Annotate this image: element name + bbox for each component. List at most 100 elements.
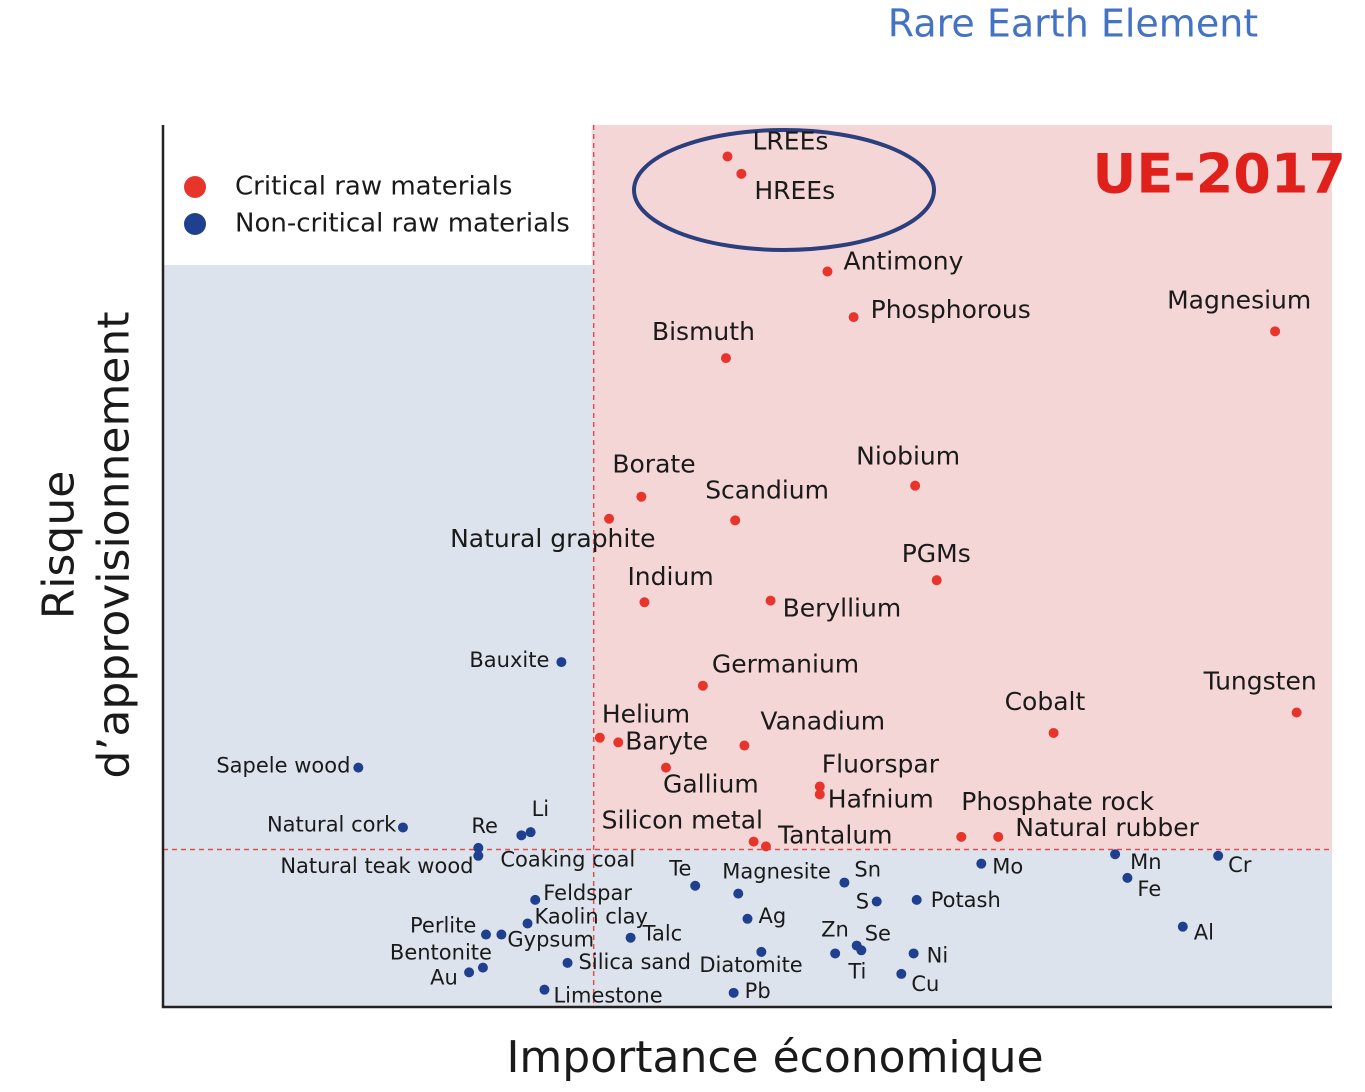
legend-marker xyxy=(184,213,206,235)
point-label: Kaolin clay xyxy=(535,905,648,929)
point xyxy=(856,945,867,956)
legend-label: Non-critical raw materials xyxy=(235,209,570,239)
point xyxy=(911,894,922,905)
y-axis-label: Risqued’approvisionnement xyxy=(34,311,140,778)
point xyxy=(756,946,767,957)
point xyxy=(720,353,731,364)
point-label: Al xyxy=(1194,921,1214,945)
point xyxy=(473,842,484,853)
point xyxy=(522,918,533,929)
point-label: Diatomite xyxy=(699,953,802,977)
point-label: Niobium xyxy=(856,442,960,471)
point xyxy=(481,929,492,940)
point xyxy=(760,841,771,852)
point-label: Limestone xyxy=(553,984,662,1008)
point-label: Germanium xyxy=(712,650,859,679)
point-label: LREEs xyxy=(753,127,829,156)
point-label: S xyxy=(856,889,869,913)
point-label: Tungsten xyxy=(1203,666,1317,695)
point xyxy=(594,732,605,743)
point-label: Silicon metal xyxy=(602,806,763,835)
point-label: Mn xyxy=(1130,850,1161,874)
point xyxy=(728,987,739,998)
point xyxy=(697,680,708,691)
point-label: Vanadium xyxy=(760,707,885,736)
point xyxy=(473,850,484,861)
point-label: Cr xyxy=(1228,853,1252,877)
annotation: Rare Earth Element xyxy=(888,2,1258,46)
point-label: Indium xyxy=(627,562,713,591)
point-label: Pb xyxy=(745,979,771,1003)
point-label: Te xyxy=(668,857,691,881)
point xyxy=(976,858,987,869)
point-label: Natural graphite xyxy=(450,524,655,553)
point-label: Au xyxy=(430,965,458,989)
point xyxy=(1270,326,1281,337)
legend-box xyxy=(163,125,592,265)
point-label: Magnesite xyxy=(722,860,830,884)
point xyxy=(690,880,701,891)
point-label: Scandium xyxy=(705,475,829,504)
point-label: Borate xyxy=(612,450,695,479)
point-label: Bentonite xyxy=(390,941,492,965)
point xyxy=(639,597,650,608)
point-label: Bismuth xyxy=(652,317,755,346)
point-label: Antimony xyxy=(843,246,963,275)
point-label: HREEs xyxy=(754,176,835,205)
point xyxy=(814,781,825,792)
point-label: Helium xyxy=(602,700,690,729)
point xyxy=(525,827,536,838)
point xyxy=(1213,850,1224,861)
point-label: Mo xyxy=(992,855,1023,879)
point-label: Tantalum xyxy=(777,820,893,849)
point xyxy=(562,957,573,968)
point xyxy=(353,762,364,773)
point-label: Coaking coal xyxy=(500,847,635,871)
point-label: Cobalt xyxy=(1005,687,1086,716)
point xyxy=(848,312,859,323)
point xyxy=(496,929,507,940)
point-label: Natural teak wood xyxy=(280,854,473,878)
point xyxy=(1291,707,1302,718)
point xyxy=(910,480,921,491)
point xyxy=(660,762,671,773)
point xyxy=(722,151,733,162)
point-label: Sapele wood xyxy=(216,754,350,778)
point xyxy=(742,913,753,924)
point xyxy=(613,737,624,748)
point xyxy=(636,491,647,502)
point-label: Fe xyxy=(1137,877,1161,901)
point xyxy=(477,962,488,973)
point-label: Natural cork xyxy=(267,812,397,836)
point xyxy=(765,595,776,606)
point-label: Talc xyxy=(642,922,683,946)
point-label: Gallium xyxy=(663,770,759,799)
point xyxy=(896,968,907,979)
point xyxy=(530,894,541,905)
legend-label: Critical raw materials xyxy=(235,172,512,202)
point-label: Gypsum xyxy=(507,928,594,952)
legend-marker xyxy=(184,176,206,198)
x-axis-label: Importance économique xyxy=(506,1032,1043,1083)
point-label: Beryllium xyxy=(783,594,902,623)
point-label: Phosphate rock xyxy=(961,787,1154,816)
point xyxy=(822,266,833,277)
point xyxy=(397,822,408,833)
axes xyxy=(161,125,1332,1009)
point-label: Feldspar xyxy=(543,881,632,905)
point xyxy=(839,877,850,888)
point xyxy=(733,888,744,899)
point-label: Zn xyxy=(821,917,849,941)
chart-title: UE-2017 xyxy=(1093,143,1346,206)
point xyxy=(814,789,825,800)
point-label: Potash xyxy=(931,888,1001,912)
point xyxy=(730,515,741,526)
point xyxy=(1110,849,1121,860)
point xyxy=(556,657,567,668)
point xyxy=(908,948,919,959)
point-label: Natural rubber xyxy=(1015,813,1199,842)
point-label: Magnesium xyxy=(1167,285,1311,314)
point-label: Re xyxy=(471,814,498,838)
point-label: Se xyxy=(865,922,891,946)
